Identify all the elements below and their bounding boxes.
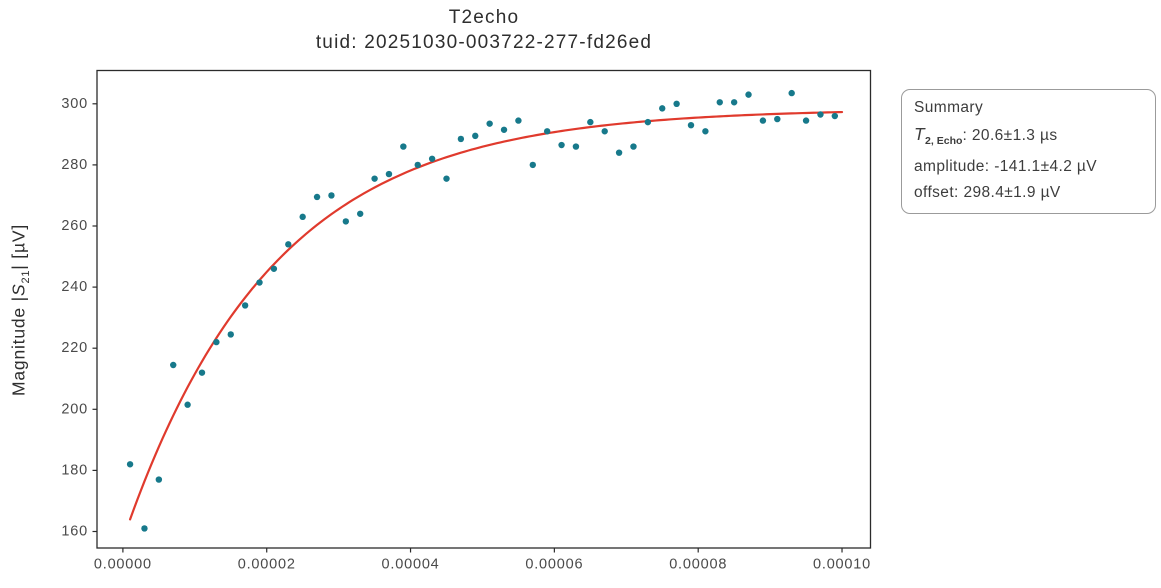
data-point [328, 192, 335, 199]
data-point [788, 89, 795, 97]
data-point [313, 193, 321, 201]
data-point [558, 141, 565, 149]
x-tick-label: 0.00006 [525, 557, 583, 573]
data-point [285, 241, 292, 248]
data-point [543, 128, 551, 135]
y-tick-label: 180 [61, 462, 88, 478]
data-point [659, 105, 666, 112]
data-point [817, 111, 824, 118]
data-point [716, 99, 723, 106]
x-tick-label: 0.00004 [382, 557, 440, 573]
data-point [256, 279, 263, 286]
y-tick-label: 200 [61, 401, 88, 417]
data-point [414, 161, 421, 169]
data-point [759, 117, 767, 124]
y-tick-label: 220 [61, 340, 88, 356]
summary-box: Summary T2, Echo: 20.6±1.3 µs amplitude:… [901, 89, 1156, 215]
data-point [299, 213, 306, 221]
y-tick-label: 300 [61, 96, 88, 112]
t2-symbol-subscript: 2, Echo [925, 135, 963, 148]
data-point [572, 143, 580, 150]
data-point [515, 117, 522, 124]
data-point [529, 161, 536, 169]
x-tick-label: 0.00000 [94, 557, 152, 573]
t2-symbol: T [914, 124, 926, 144]
t2-value: : 20.6±1.3 µs [962, 127, 1058, 144]
chart-title-block: T2echo tuid: 20251030-003722-277-fd26ed [97, 5, 871, 55]
data-point [774, 115, 781, 123]
data-point [428, 155, 436, 162]
summary-amplitude-line: amplitude: -141.1±4.2 µV [914, 158, 1097, 176]
chart-title: T2echo [448, 7, 520, 28]
data-point [831, 112, 839, 120]
data-point [630, 143, 637, 150]
data-point [644, 118, 652, 126]
axes-frame [96, 69, 872, 549]
data-point [141, 525, 148, 532]
data-point [601, 128, 608, 135]
data-point [198, 369, 206, 376]
data-point [342, 218, 350, 225]
y-tick-label: 260 [61, 218, 88, 234]
data-point [371, 175, 378, 182]
y-tick-label: 160 [61, 524, 88, 540]
summary-heading: Summary [914, 99, 984, 116]
y-tick-label: 240 [61, 279, 88, 295]
data-point [270, 265, 278, 272]
fit-line [128, 110, 844, 521]
data-point [486, 120, 493, 127]
chart-subtitle-tuid: tuid: 20251030-003722-277-fd26ed [315, 32, 653, 53]
data-point [687, 121, 695, 129]
data-point [155, 476, 163, 483]
data-point [615, 149, 623, 156]
data-point [500, 126, 508, 133]
x-tick-label: 0.00010 [813, 557, 871, 573]
summary-offset-line: offset: 298.4±1.9 µV [914, 184, 1061, 202]
data-point [213, 338, 220, 346]
data-point [457, 135, 465, 143]
data-point [184, 401, 191, 408]
data-point [730, 99, 738, 106]
data-point [357, 210, 364, 217]
data-point [472, 132, 479, 140]
data-point [241, 302, 249, 309]
data-point [400, 143, 407, 150]
data-point [385, 170, 393, 178]
data-point [170, 361, 177, 369]
data-point [126, 461, 134, 468]
data-point [227, 331, 234, 338]
data-point [443, 175, 450, 182]
x-tick-label: 0.00008 [669, 557, 727, 573]
summary-t2-line: T2, Echo: 20.6±1.3 µs [914, 121, 1143, 154]
data-point [673, 100, 680, 108]
data-point [802, 117, 810, 124]
data-point [587, 118, 594, 126]
x-tick-label: 0.00002 [238, 557, 296, 573]
y-tick-label: 280 [61, 157, 88, 173]
data-point [745, 91, 752, 98]
data-point [702, 128, 709, 135]
